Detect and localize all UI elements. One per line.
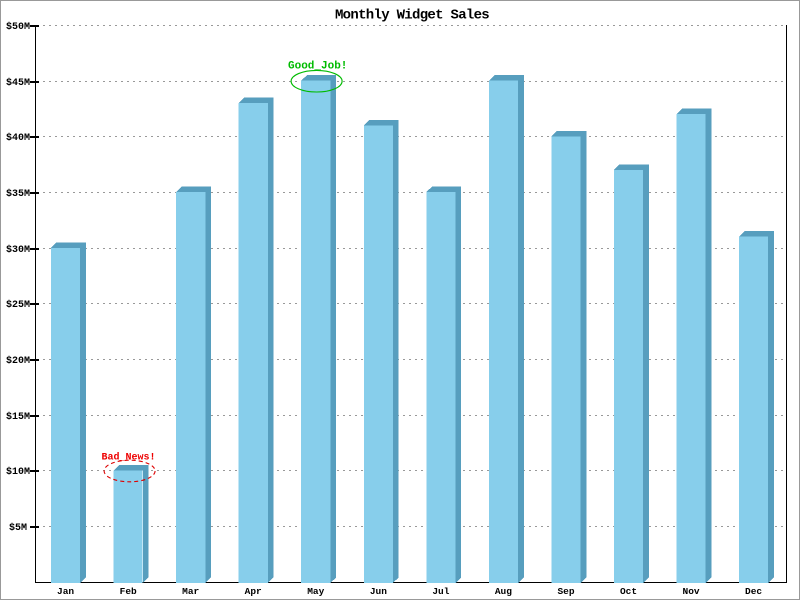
svg-text:$15M: $15M — [6, 411, 30, 423]
svg-text:Jan: Jan — [57, 586, 74, 597]
svg-text:$20M: $20M — [6, 355, 30, 367]
svg-text:$10M: $10M — [6, 466, 30, 478]
svg-text:Good_Job!: Good_Job! — [288, 61, 347, 73]
svg-text:Nov: Nov — [683, 586, 700, 597]
svg-text:Sep: Sep — [557, 586, 574, 597]
svg-text:$45M: $45M — [6, 77, 30, 89]
svg-text:$30M: $30M — [6, 244, 30, 256]
svg-text:Jun: Jun — [370, 586, 387, 597]
svg-text:Monthly Widget Sales: Monthly Widget Sales — [335, 7, 489, 23]
svg-text:Aug: Aug — [495, 586, 512, 597]
svg-text:$50M: $50M — [6, 21, 30, 33]
svg-text:Dec: Dec — [745, 586, 762, 597]
svg-text:Mar: Mar — [182, 586, 199, 597]
svg-text:$40M: $40M — [6, 132, 30, 144]
svg-text:$35M: $35M — [6, 188, 30, 200]
svg-text:May: May — [307, 586, 324, 597]
svg-text:$25M: $25M — [6, 299, 30, 311]
svg-text:Feb: Feb — [120, 586, 137, 597]
svg-text:Apr: Apr — [245, 586, 262, 597]
svg-text:Oct: Oct — [620, 586, 637, 597]
svg-text:Jul: Jul — [432, 586, 449, 597]
svg-text:Bad_News!: Bad_News! — [102, 451, 156, 463]
svg-text:$5M: $5M — [9, 522, 27, 534]
